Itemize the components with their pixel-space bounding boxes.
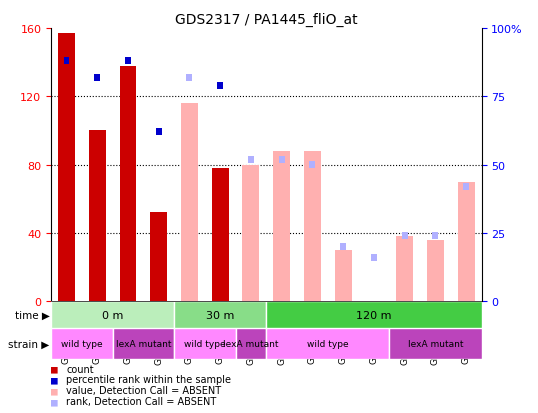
Bar <box>243 165 259 301</box>
Title: GDS2317 / PA1445_fliO_at: GDS2317 / PA1445_fliO_at <box>175 12 358 26</box>
Bar <box>125 58 131 65</box>
Bar <box>458 182 475 301</box>
Bar <box>390 328 482 359</box>
Bar <box>427 240 444 301</box>
Bar <box>174 301 266 328</box>
Bar <box>396 237 413 301</box>
Text: 120 m: 120 m <box>356 310 392 320</box>
Bar <box>112 328 174 359</box>
Bar <box>304 152 321 301</box>
Bar <box>402 233 408 240</box>
Bar <box>181 104 198 301</box>
Text: ■: ■ <box>51 396 58 406</box>
Bar <box>119 66 137 301</box>
Bar <box>212 169 229 301</box>
Bar <box>248 157 254 163</box>
Text: strain ▶: strain ▶ <box>8 339 49 349</box>
Text: 30 m: 30 m <box>206 310 235 320</box>
Bar <box>51 328 112 359</box>
Bar <box>187 75 193 81</box>
Text: rank, Detection Call = ABSENT: rank, Detection Call = ABSENT <box>66 396 216 406</box>
Bar <box>266 328 390 359</box>
Bar <box>279 157 285 163</box>
Bar <box>89 131 105 301</box>
Text: value, Detection Call = ABSENT: value, Detection Call = ABSENT <box>66 385 221 395</box>
Text: lexA mutant: lexA mutant <box>116 339 171 348</box>
Text: lexA mutant: lexA mutant <box>408 339 463 348</box>
Text: lexA mutant: lexA mutant <box>223 339 279 348</box>
Bar <box>273 152 290 301</box>
Text: wild type: wild type <box>307 339 349 348</box>
Text: wild type: wild type <box>61 339 103 348</box>
Text: count: count <box>66 364 94 374</box>
Text: ■: ■ <box>51 385 58 395</box>
Bar <box>174 328 236 359</box>
Bar <box>371 254 377 261</box>
Text: ■: ■ <box>51 375 58 385</box>
Bar <box>217 83 223 90</box>
Bar <box>94 75 100 81</box>
Bar <box>266 301 482 328</box>
Text: 0 m: 0 m <box>102 310 123 320</box>
Text: time ▶: time ▶ <box>15 310 49 320</box>
Text: wild type: wild type <box>184 339 225 348</box>
Text: ■: ■ <box>51 364 58 374</box>
Bar <box>51 301 174 328</box>
Bar <box>335 250 352 301</box>
Bar <box>155 129 161 136</box>
Bar <box>433 233 438 240</box>
Bar <box>63 58 69 65</box>
Bar <box>463 184 469 190</box>
Bar <box>150 213 167 301</box>
Bar <box>58 34 75 301</box>
Bar <box>309 162 315 169</box>
Text: percentile rank within the sample: percentile rank within the sample <box>66 375 231 385</box>
Bar <box>340 244 346 250</box>
Bar <box>236 328 266 359</box>
